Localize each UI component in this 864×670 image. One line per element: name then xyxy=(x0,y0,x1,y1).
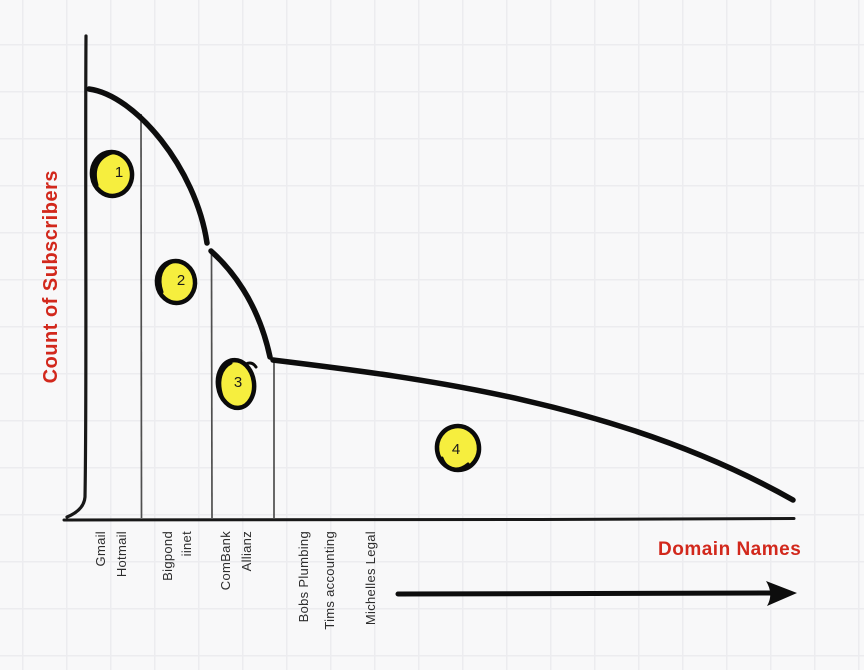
marker-sketch-stroke-icon xyxy=(218,361,258,398)
curve-segment-2 xyxy=(208,248,273,360)
curve-segment-1 xyxy=(86,86,210,246)
marker-circle-icon xyxy=(434,423,482,473)
group-divider-2 xyxy=(210,251,213,519)
x-direction-arrow-head-icon xyxy=(766,581,797,606)
x-tick-label-allianz: Allianz xyxy=(239,531,254,572)
group-divider-1 xyxy=(140,113,143,519)
highlight-marker-2: 2 xyxy=(154,258,198,306)
x-axis-line xyxy=(62,517,796,522)
marker-circle-icon xyxy=(89,149,135,199)
markers-layer: 1 2 3 4 xyxy=(89,149,482,473)
highlight-marker-1: 1 xyxy=(89,149,135,199)
x-tick-label-hotmail: Hotmail xyxy=(114,531,129,578)
x-direction-arrow-shaft xyxy=(395,590,777,597)
curve-segment-tail xyxy=(270,357,796,503)
x-tick-label-iinet: iinet xyxy=(179,531,194,557)
x-tick-label-combank: ComBank xyxy=(218,531,233,591)
y-axis-label: Count of Subscribers xyxy=(40,170,62,384)
marker-sketch-stroke-icon xyxy=(440,456,470,471)
marker-sketch-stroke-icon xyxy=(158,260,174,294)
marker-number: 2 xyxy=(177,272,185,289)
marker-number: 1 xyxy=(115,164,123,181)
highlight-marker-4: 4 xyxy=(434,423,482,473)
marker-number: 3 xyxy=(234,374,242,391)
x-tick-label-tims-accounting: Tims accounting xyxy=(322,531,337,630)
marker-number: 4 xyxy=(452,441,460,458)
marker-circle-icon xyxy=(215,357,257,411)
x-tick-label-bigpond: Bigpond xyxy=(160,531,175,581)
marker-sketch-stroke-icon xyxy=(93,151,114,187)
x-tick-label-bobs-plumbing: Bobs Plumbing xyxy=(296,531,311,623)
x-tick-label-gmail: Gmail xyxy=(93,531,108,567)
x-axis-label: Domain Names xyxy=(658,539,802,560)
x-tick-label-michelles-legal: Michelles Legal xyxy=(363,531,378,626)
highlight-marker-3: 3 xyxy=(215,357,258,411)
y-axis-line xyxy=(65,34,88,519)
